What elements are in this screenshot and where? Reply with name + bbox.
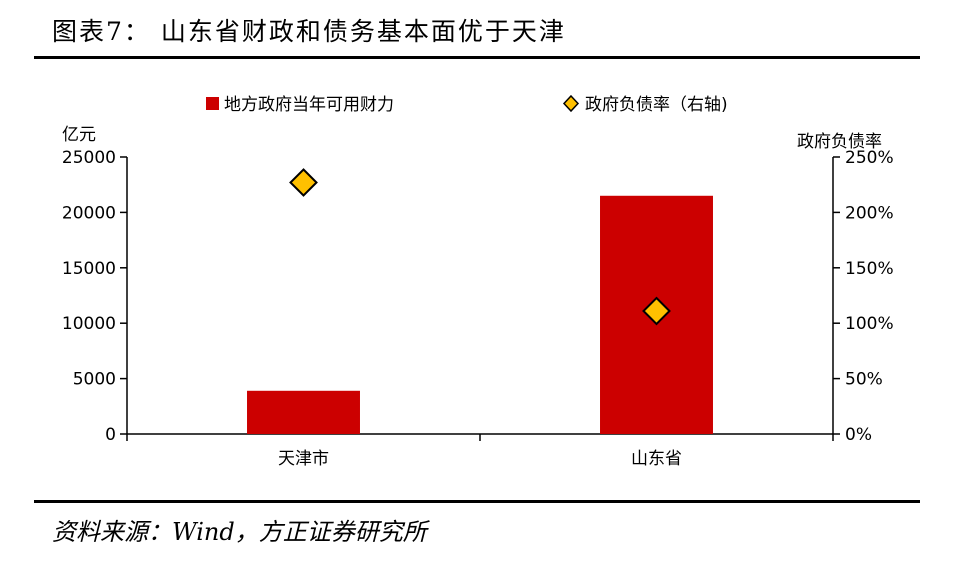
left-tick-label: 25000: [62, 148, 116, 168]
left-tick-label: 10000: [62, 314, 116, 334]
source-note: 资料来源：Wind，方正证券研究所: [52, 518, 427, 546]
right-tick-label: 100%: [845, 314, 894, 334]
legend-swatch-diamond: [562, 94, 580, 113]
left-tick-label: 5000: [73, 370, 116, 390]
x-tick-label: 山东省: [631, 449, 682, 469]
legend-swatch-bar: [206, 97, 219, 110]
legend-label-marker: 政府负债率（右轴): [585, 95, 728, 115]
bar: [247, 390, 360, 434]
source-divider: [34, 500, 920, 503]
legend-label-bar: 地方政府当年可用财力: [224, 95, 394, 115]
right-tick-label: 50%: [845, 370, 883, 390]
x-tick-label: 天津市: [278, 449, 329, 469]
right-axis-ticks: 0% 50% 100% 150% 200% 250%: [833, 148, 894, 445]
left-tick-label: 20000: [62, 203, 116, 223]
left-axis-title: 亿元: [62, 125, 96, 145]
left-tick-label: 15000: [62, 259, 116, 279]
title-divider: [34, 56, 920, 59]
left-axis-ticks: 0 5000 10000 15000 20000 25000: [62, 148, 127, 445]
right-tick-label: 150%: [845, 259, 894, 279]
right-tick-label: 0%: [845, 425, 872, 445]
marker-point: [642, 296, 671, 326]
marker-point: [289, 168, 318, 197]
right-tick-label: 200%: [845, 203, 894, 223]
x-axis-ticks: 天津市 山东省: [126, 434, 834, 469]
bar-series: [247, 195, 713, 434]
left-tick-label: 0: [105, 425, 116, 445]
right-tick-label: 250%: [845, 148, 894, 168]
marker-series: [289, 168, 671, 326]
legend: 地方政府当年可用财力 政府负债率（右轴): [206, 94, 728, 115]
right-axis-title: 政府负债率: [797, 132, 882, 152]
page-title: 图表7： 山东省财政和债务基本面优于天津: [52, 17, 566, 46]
